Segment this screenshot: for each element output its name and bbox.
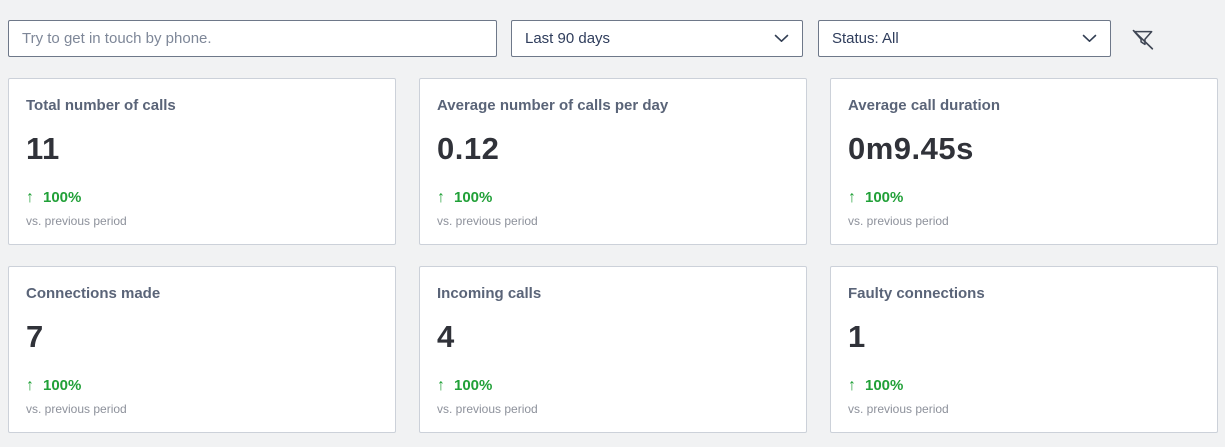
card-title: Average number of calls per day	[437, 97, 669, 114]
card-title: Total number of calls	[26, 97, 176, 114]
card-compare-label: vs. previous period	[26, 214, 127, 228]
card-compare-label: vs. previous period	[26, 402, 127, 416]
card-value: 7	[26, 319, 44, 354]
card-compare-label: vs. previous period	[848, 402, 949, 416]
trend-percent: 100%	[43, 377, 82, 394]
trend-up-arrow-icon: ↑	[26, 377, 34, 394]
card-compare-label: vs. previous period	[437, 214, 538, 228]
clear-filters-button[interactable]	[1128, 24, 1158, 54]
trend-percent: 100%	[454, 377, 493, 394]
card-title: Faulty connections	[848, 285, 985, 302]
card-trend: ↑ 100%	[26, 189, 378, 206]
card-compare-label: vs. previous period	[848, 214, 949, 228]
card-trend: ↑ 100%	[437, 189, 789, 206]
trend-percent: 100%	[43, 189, 82, 206]
trend-percent: 100%	[865, 189, 904, 206]
card-title: Incoming calls	[437, 285, 542, 302]
card-value: 0.12	[437, 131, 500, 166]
status-dropdown[interactable]: Status: All	[818, 20, 1111, 57]
status-dropdown-value: Status: All	[832, 30, 899, 47]
trend-percent: 100%	[865, 377, 904, 394]
filter-off-icon	[1130, 26, 1156, 52]
card-value: 4	[437, 319, 455, 354]
stat-card-avg-call-duration: Average call duration 0m9.45s ↑ 100% vs.…	[830, 78, 1218, 245]
period-dropdown[interactable]: Last 90 days	[511, 20, 803, 57]
card-trend: ↑ 100%	[26, 377, 378, 394]
trend-percent: 100%	[454, 189, 493, 206]
trend-up-arrow-icon: ↑	[848, 189, 856, 206]
search-input[interactable]	[8, 20, 497, 57]
card-title: Average call duration	[848, 97, 1000, 114]
chevron-down-icon	[774, 34, 789, 43]
card-value: 1	[848, 319, 866, 354]
card-trend: ↑ 100%	[848, 189, 1200, 206]
trend-up-arrow-icon: ↑	[26, 189, 34, 206]
trend-up-arrow-icon: ↑	[848, 377, 856, 394]
call-statistics-dashboard: Last 90 days Status: All	[8, 20, 1218, 433]
stat-card-connections-made: Connections made 7 ↑ 100% vs. previous p…	[8, 266, 396, 433]
chevron-down-icon	[1082, 34, 1097, 43]
card-value: 0m9.45s	[848, 131, 974, 166]
card-compare-label: vs. previous period	[437, 402, 538, 416]
card-trend: ↑ 100%	[848, 377, 1200, 394]
stat-card-incoming-calls: Incoming calls 4 ↑ 100% vs. previous per…	[419, 266, 807, 433]
stat-cards-grid: Total number of calls 11 ↑ 100% vs. prev…	[8, 78, 1218, 433]
stat-card-total-calls: Total number of calls 11 ↑ 100% vs. prev…	[8, 78, 396, 245]
card-value: 11	[26, 131, 60, 166]
trend-up-arrow-icon: ↑	[437, 377, 445, 394]
trend-up-arrow-icon: ↑	[437, 189, 445, 206]
card-trend: ↑ 100%	[437, 377, 789, 394]
period-dropdown-value: Last 90 days	[525, 30, 611, 47]
stat-card-faulty-connections: Faulty connections 1 ↑ 100% vs. previous…	[830, 266, 1218, 433]
card-title: Connections made	[26, 285, 161, 302]
stat-card-avg-calls-per-day: Average number of calls per day 0.12 ↑ 1…	[419, 78, 807, 245]
filter-bar: Last 90 days Status: All	[8, 20, 1217, 57]
